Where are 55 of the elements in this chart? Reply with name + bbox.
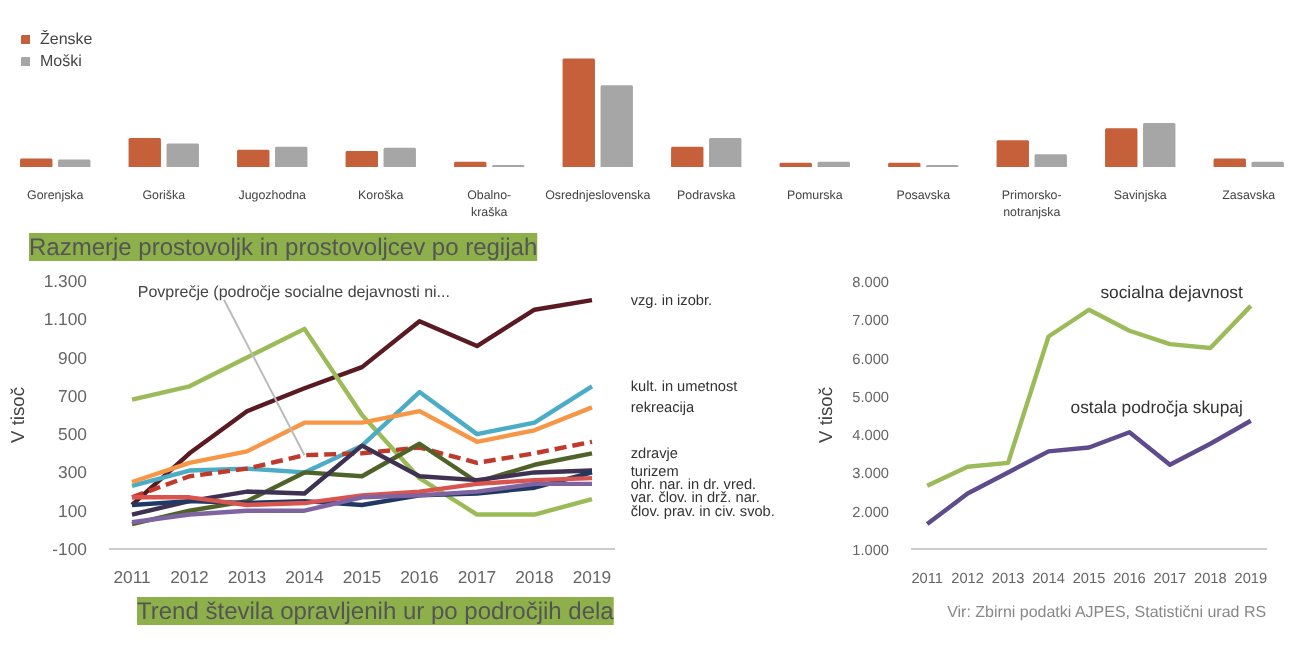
line-series: [129, 297, 595, 508]
line-series: [129, 405, 595, 485]
bar: [1213, 158, 1246, 167]
line-series: [924, 303, 1254, 489]
bar: [1251, 161, 1284, 167]
line-series: [924, 418, 1254, 527]
bar: [128, 138, 161, 167]
y-tick-label: 500: [58, 424, 88, 445]
y-axis-title: V tisoč: [816, 386, 837, 443]
line-series: [129, 384, 595, 489]
text: Razmerje prostovoljk in prostovoljcev po regijah: [29, 233, 538, 261]
line-series: [129, 439, 595, 500]
bar: [1143, 122, 1176, 167]
y-tick-label: 1.300: [43, 271, 88, 291]
legend-label: Ženske: [40, 30, 93, 48]
bar: [20, 158, 53, 167]
y-axis-title: V tisoč: [7, 386, 28, 443]
bar: [58, 159, 91, 167]
y-tick-label: -100: [52, 539, 88, 559]
bar: [237, 149, 270, 167]
x-tick-label: 2019: [572, 567, 612, 587]
bar: [600, 85, 633, 167]
y-tick-label: 900: [58, 347, 88, 368]
bar: [996, 140, 1029, 167]
text: Trend števila opravljenih ur po področjih dela: [137, 597, 615, 625]
x-tick-label: 2014: [285, 567, 325, 587]
series-label: ostala področja skupaj: [1070, 396, 1243, 417]
y-tick-label: 300: [58, 462, 88, 483]
bar: [383, 147, 416, 167]
bar: [709, 138, 742, 167]
x-tick-label: 2017: [457, 567, 497, 587]
x-tick-label: 2012: [170, 567, 210, 587]
x-tick-label: 2016: [400, 567, 440, 587]
series-label: socialna dejavnost: [1100, 281, 1245, 302]
bar: [345, 150, 378, 167]
bar: [562, 58, 595, 167]
bar: [166, 143, 199, 167]
y-tick-label: 1.100: [43, 309, 88, 330]
bar: [454, 161, 487, 167]
bar: [275, 146, 308, 167]
x-tick-label: 2018: [515, 567, 555, 587]
bar: [817, 161, 850, 167]
bar: [671, 146, 704, 167]
bar: [1105, 128, 1138, 167]
text: Vir: Zbirni podatki AJPES, Statistični urad RS: [947, 603, 1267, 621]
x-tick-label: 2015: [342, 567, 382, 587]
bar: [1034, 154, 1067, 167]
legend-label: Moški: [40, 52, 82, 70]
line-series: [129, 326, 595, 517]
line-series: [129, 481, 595, 525]
y-tick-label: 100: [58, 500, 88, 521]
annotation: Povprečje (področje socialne dejavnosti ni...: [137, 282, 450, 301]
y-tick-label: 700: [58, 385, 88, 406]
x-tick-label: 2013: [227, 567, 267, 587]
x-tick-label: 2011: [113, 567, 151, 587]
